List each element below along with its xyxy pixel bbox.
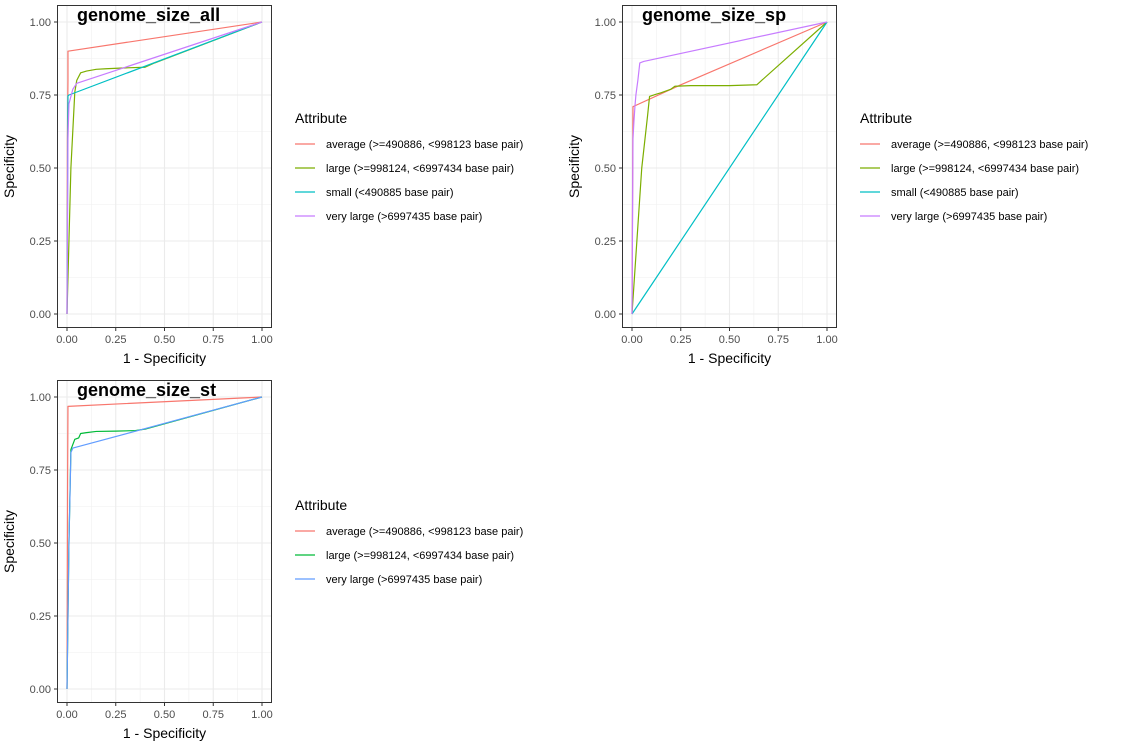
roc-panel-1: 0.00 0.25 0.50 0.75 1.00 0.00 0.25 0.50 0.75 1.00… [1, 5, 523, 366]
y-tick-label: 0.00 [595, 309, 616, 321]
roc-panel-2: 0.00 0.25 0.50 0.75 1.00 0.00 0.25 0.50 0.75 1.00… [566, 5, 1088, 366]
legend-label: very large (>6997435 base pair) [891, 211, 1047, 223]
roc-curve-2 [66, 21, 263, 315]
y-tick-label: 0.25 [595, 236, 616, 248]
plot-border [57, 380, 272, 703]
y-tick-label: 0.25 [30, 611, 51, 623]
y-tick-label: 0.50 [30, 538, 51, 550]
x-tick-label: 0.50 [154, 334, 175, 346]
y-axis-title: Specificity [1, 510, 17, 573]
y-tick-label: 0.75 [30, 90, 51, 102]
x-tick-label: 0.25 [670, 334, 691, 346]
y-tick-label: 0.00 [30, 684, 51, 696]
x-tick-label: 0.75 [203, 709, 224, 721]
y-tick-label: 0.25 [30, 236, 51, 248]
panel-title: genome_size_st [77, 380, 216, 400]
roc-curve-3 [66, 396, 263, 690]
y-tick-label: 0.00 [30, 309, 51, 321]
roc-curve-2 [631, 21, 828, 315]
y-tick-label: 1.00 [30, 17, 51, 29]
y-tick-label: 0.50 [595, 163, 616, 175]
panel-title: genome_size_sp [642, 5, 786, 25]
legend-label: very large (>6997435 base pair) [326, 211, 482, 223]
x-tick-label: 1.00 [251, 709, 272, 721]
x-tick-label: 0.75 [203, 334, 224, 346]
legend-label: average (>=490886, <998123 base pair) [326, 139, 523, 151]
legend-label: large (>=998124, <6997434 base pair) [326, 550, 514, 562]
y-tick-label: 1.00 [595, 17, 616, 29]
legend-label: average (>=490886, <998123 base pair) [891, 139, 1088, 151]
roc-panel-3: 0.00 0.25 0.50 0.75 1.00 0.00 0.25 0.50 0.75 1.00… [1, 380, 523, 741]
x-tick-label: 0.75 [768, 334, 789, 346]
legend-label: small (<490885 base pair) [326, 187, 454, 199]
legend-title: Attribute [860, 110, 912, 126]
roc-curve-1 [66, 396, 263, 690]
plot-border [57, 5, 272, 328]
x-tick-label: 0.00 [621, 334, 642, 346]
roc-curve-4 [66, 21, 263, 315]
roc-curve-3 [631, 21, 828, 315]
x-axis-title: 1 - Specificity [123, 725, 206, 741]
x-axis-title: 1 - Specificity [688, 350, 771, 366]
legend: Attribute average (>=490886, <998123 base… [295, 497, 523, 586]
y-tick-label: 0.75 [595, 90, 616, 102]
x-tick-label: 1.00 [251, 334, 272, 346]
plot-border [622, 5, 837, 328]
x-tick-label: 0.25 [105, 334, 126, 346]
legend-label: very large (>6997435 base pair) [326, 574, 482, 586]
legend: Attribute average (>=490886, <998123 base… [295, 110, 523, 223]
legend-label: large (>=998124, <6997434 base pair) [891, 163, 1079, 175]
legend-label: average (>=490886, <998123 base pair) [326, 526, 523, 538]
x-tick-label: 0.00 [56, 709, 77, 721]
x-tick-label: 1.00 [816, 334, 837, 346]
legend-title: Attribute [295, 497, 347, 513]
y-tick-label: 1.00 [30, 392, 51, 404]
roc-curve-4 [631, 21, 828, 315]
x-tick-label: 0.50 [154, 709, 175, 721]
legend-label: large (>=998124, <6997434 base pair) [326, 163, 514, 175]
x-axis-title: 1 - Specificity [123, 350, 206, 366]
legend-label: small (<490885 base pair) [891, 187, 1019, 199]
y-tick-label: 0.75 [30, 465, 51, 477]
x-tick-label: 0.00 [56, 334, 77, 346]
x-tick-label: 0.25 [105, 709, 126, 721]
y-axis-title: Specificity [566, 135, 582, 198]
panel-title: genome_size_all [77, 5, 220, 25]
legend: Attribute average (>=490886, <998123 base… [860, 110, 1088, 223]
x-tick-label: 0.50 [719, 334, 740, 346]
y-axis-title: Specificity [1, 135, 17, 198]
legend-title: Attribute [295, 110, 347, 126]
y-tick-label: 0.50 [30, 163, 51, 175]
